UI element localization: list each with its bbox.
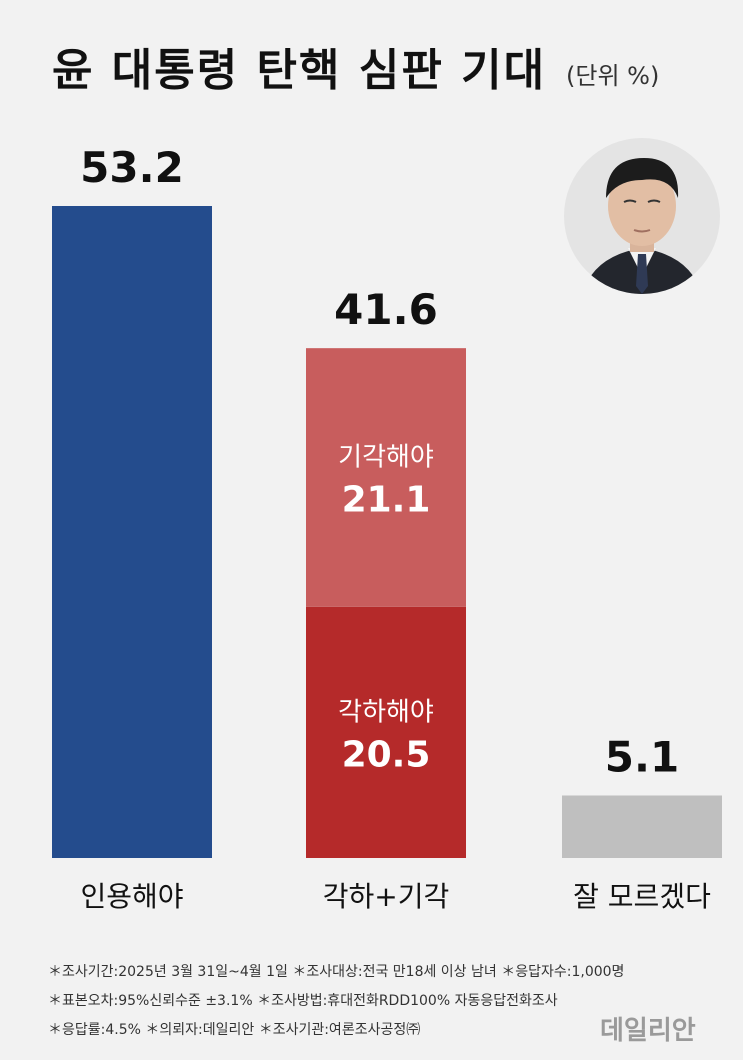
publisher-logo: 데일리안 xyxy=(600,1016,696,1046)
person-photo-icon xyxy=(564,138,720,294)
footnotes: ＊조사기간:2025년 3월 31일~4월 1일 ＊조사대상:전국 만18세 이… xyxy=(48,958,624,1045)
footnote-line: ＊조사기간:2025년 3월 31일~4월 1일 ＊조사대상:전국 만18세 이… xyxy=(48,964,625,980)
category-label: 인용해야 xyxy=(80,880,183,913)
unit-label: (단위 %) xyxy=(566,62,660,90)
bar-segment xyxy=(306,606,466,858)
chart-title: 윤 대통령 탄핵 심판 기대 xyxy=(52,45,547,96)
total-value-label: 5.1 xyxy=(605,732,679,781)
segment-label: 기각해야 xyxy=(338,442,434,472)
bar-segment xyxy=(306,348,466,607)
bar-chart: 53.2 인용해야 각하해야 20.5 기각해야 21.1 41.6 각하+기각 5.1 잘 모르… xyxy=(52,143,722,913)
footnote-line: ＊응답률:4.5% ＊의뢰자:데일리안 ＊조사기관:여론조사공정㈜ xyxy=(48,1022,421,1038)
category-label: 각하+기각 xyxy=(323,880,450,913)
bar-segment xyxy=(52,206,212,858)
total-value-label: 53.2 xyxy=(80,143,184,192)
segment-label: 각하해야 xyxy=(338,697,434,727)
category-label: 잘 모르겠다 xyxy=(573,880,711,913)
footnote-line: ＊표본오차:95%신뢰수준 ±3.1% ＊조사방법:휴대전화RDD100% 자동… xyxy=(48,993,558,1009)
segment-value-label: 21.1 xyxy=(342,479,431,520)
total-value-label: 41.6 xyxy=(334,285,438,334)
segment-value-label: 20.5 xyxy=(342,734,431,775)
bar-segment xyxy=(562,795,722,858)
